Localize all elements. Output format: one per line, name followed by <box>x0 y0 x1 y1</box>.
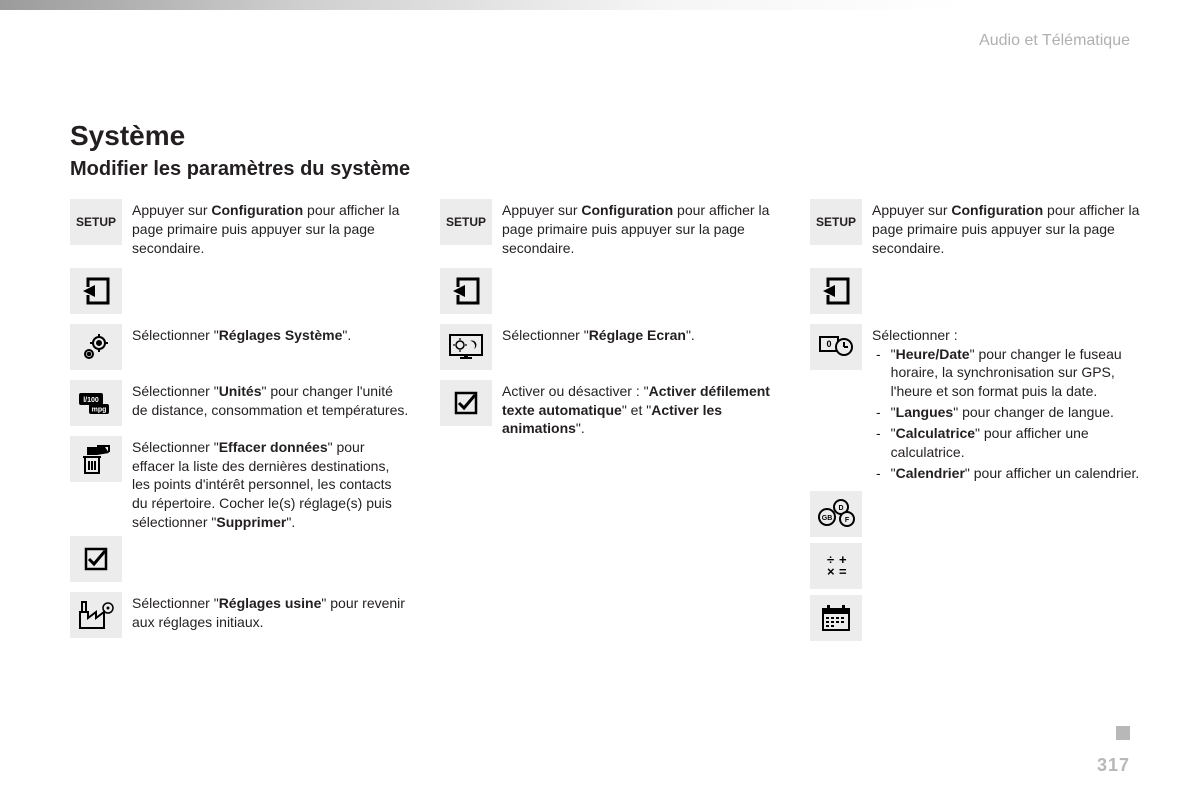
list-item: "Calendrier" pour afficher un calendrier… <box>872 464 1150 483</box>
svg-text:0: 0 <box>826 339 831 349</box>
checkbox-icon <box>70 536 122 582</box>
trash-icon <box>70 436 122 482</box>
corner-marker <box>1116 726 1130 740</box>
screen-settings-text: Sélectionner "Réglage Ecran". <box>502 324 695 345</box>
page-title: Système <box>70 120 1150 152</box>
gears-icon <box>70 324 122 370</box>
page-number: 317 <box>1097 755 1130 776</box>
calendar-icon <box>810 595 862 641</box>
enter-icon <box>810 268 862 314</box>
calculator-icon: ÷+×= <box>810 543 862 589</box>
svg-text:D: D <box>838 505 843 512</box>
checkbox-icon <box>440 380 492 426</box>
page-content: Système Modifier les paramètres du systè… <box>70 120 1150 651</box>
factory-icon <box>70 592 122 638</box>
system-settings-text: Sélectionner "Réglages Système". <box>132 324 351 345</box>
animations-text: Activer ou désactiver : "Activer défilem… <box>502 380 780 439</box>
list-item: "Heure/Date" pour changer le fuseau hora… <box>872 345 1150 402</box>
units-text: Sélectionner "Unités" pour changer l'uni… <box>132 380 410 420</box>
units-icon: l/100 mpg <box>70 380 122 426</box>
screen-icon <box>440 324 492 370</box>
setup-text: Appuyer sur Configuration pour afficher … <box>872 199 1150 258</box>
setup-icon: SETUP <box>70 199 122 245</box>
enter-icon <box>70 268 122 314</box>
setup-text: Appuyer sur Configuration pour afficher … <box>132 199 410 258</box>
svg-text:GB: GB <box>822 515 833 522</box>
setup-icon: SETUP <box>440 199 492 245</box>
clear-data-text: Sélectionner "Effacer données" pour effa… <box>132 436 410 532</box>
svg-text:F: F <box>845 517 850 524</box>
svg-text:mpg: mpg <box>92 406 107 413</box>
page-subtitle: Modifier les paramètres du système <box>70 158 1150 181</box>
column-1: SETUP Appuyer sur Configuration pour aff… <box>70 199 410 651</box>
enter-icon <box>440 268 492 314</box>
column-2: SETUP Appuyer sur Configuration pour aff… <box>440 199 780 651</box>
setup-icon: SETUP <box>810 199 862 245</box>
svg-text:=: = <box>839 564 847 579</box>
column-3: SETUP Appuyer sur Configuration pour aff… <box>810 199 1150 651</box>
list-item: "Langues" pour changer de langue. <box>872 403 1150 422</box>
svg-text:×: × <box>827 564 835 579</box>
top-gradient-bar <box>0 0 1200 10</box>
factory-reset-text: Sélectionner "Réglages usine" pour reven… <box>132 592 410 632</box>
svg-text:l/100: l/100 <box>83 397 99 404</box>
clock-date-icon: 0 <box>810 324 862 370</box>
languages-icon: GB DF <box>810 491 862 537</box>
select-list: Sélectionner : "Heure/Date" pour changer… <box>872 324 1150 485</box>
setup-text: Appuyer sur Configuration pour afficher … <box>502 199 780 258</box>
section-header: Audio et Télématique <box>979 32 1130 50</box>
list-item: "Calculatrice" pour afficher une calcula… <box>872 424 1150 462</box>
